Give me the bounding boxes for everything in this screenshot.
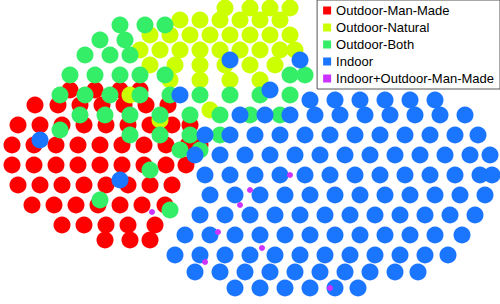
svg-text:Indoor: Indoor (336, 54, 374, 69)
svg-text:Outdoor-Both: Outdoor-Both (336, 37, 414, 52)
svg-text:Outdoor-Natural: Outdoor-Natural (336, 20, 429, 35)
svg-text:Outdoor-Man-Made: Outdoor-Man-Made (336, 3, 449, 18)
svg-text:Indoor+Outdoor-Man-Made: Indoor+Outdoor-Man-Made (336, 71, 494, 86)
